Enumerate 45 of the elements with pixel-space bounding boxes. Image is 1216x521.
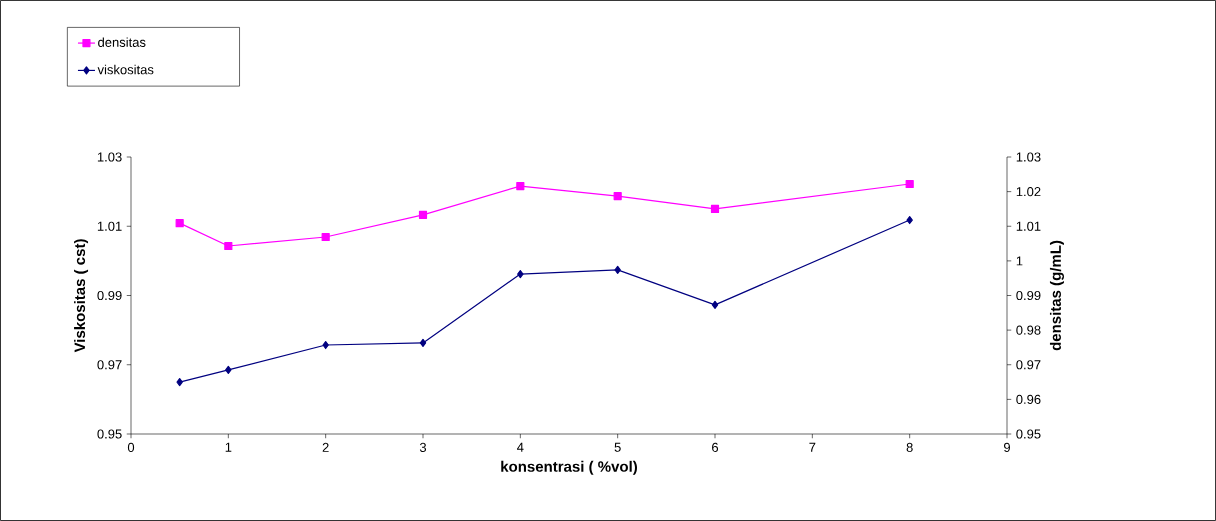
y2-tick-label: 1	[1016, 256, 1023, 266]
point	[419, 338, 427, 348]
point	[418, 210, 428, 219]
x-tick-label: 8	[906, 442, 913, 452]
point	[906, 215, 913, 225]
x-axis-title: konsentrasi ( %vol)	[501, 460, 638, 475]
x-tick-label: 7	[809, 442, 816, 452]
y-tick-label: 1.01	[97, 221, 122, 231]
x-tick-label: 9	[1004, 442, 1010, 452]
x-tick-label: 2	[322, 442, 329, 452]
point	[516, 182, 525, 191]
point	[322, 340, 329, 350]
x-tick-label: 3	[419, 442, 427, 452]
legend-label: densitas	[98, 37, 146, 47]
point	[175, 219, 184, 228]
y-tick-label: 0.99	[97, 290, 122, 301]
y2-tick-label: 0.99	[1016, 290, 1041, 301]
x-tick-label: 4	[517, 442, 524, 452]
y2-tick-label: 1.02	[1016, 187, 1041, 197]
y2-tick-label: 1.03	[1016, 152, 1041, 162]
point	[613, 192, 622, 201]
point	[905, 179, 914, 189]
y-tick-label: 0.97	[97, 360, 122, 370]
y-tick-label: 0.95	[97, 429, 122, 439]
point	[711, 300, 719, 309]
y2-axis-title: densitas (g/mL)	[1049, 240, 1064, 351]
y2-tick-label: 0.96	[1016, 394, 1041, 404]
y2-tick-label: 1.01	[1016, 221, 1041, 231]
point	[517, 269, 524, 279]
y-axis-title: Viskositas ( cst)	[74, 239, 89, 353]
y2-tick-label: 0.97	[1016, 360, 1041, 370]
point	[225, 365, 232, 375]
y2-tick-label: 0.98	[1016, 325, 1041, 335]
x-tick-label: 5	[614, 442, 621, 452]
legend-label: viskositas	[97, 64, 154, 75]
y2-tick-label: 0.95	[1016, 429, 1041, 439]
x-tick-label: 0	[127, 442, 135, 452]
point	[710, 204, 720, 214]
point	[321, 232, 330, 242]
point	[176, 377, 183, 387]
y-tick-label: 1.03	[97, 152, 122, 162]
x-tick-label: 1	[225, 442, 232, 452]
point	[224, 241, 233, 251]
x-tick-label: 6	[712, 442, 719, 452]
point	[614, 265, 621, 274]
